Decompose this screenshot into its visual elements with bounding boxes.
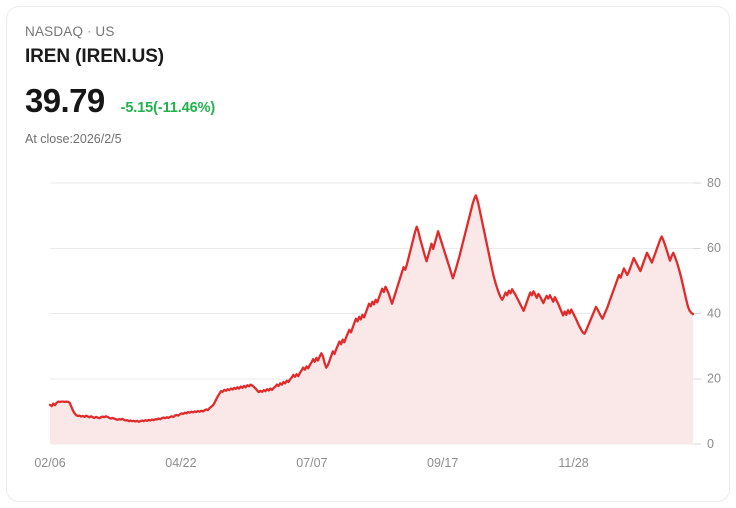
y-axis-tick-label: 0 <box>707 437 714 451</box>
y-axis-tick-label: 40 <box>707 306 721 320</box>
price-row: 39.79 -5.15(-11.46%) <box>25 83 711 119</box>
x-axis-tick-label: 11/28 <box>558 456 588 470</box>
y-axis-tick-label: 80 <box>707 176 721 190</box>
exchange-row: NASDAQ · US <box>25 23 711 41</box>
price-chart-svg[interactable]: 0 20 40 60 80 02/06 04/22 07/07 09/17 11/28 <box>7 167 730 477</box>
x-axis-tick-label: 04/22 <box>165 456 196 470</box>
market-status: At close:2026/2/5 <box>25 132 122 146</box>
x-axis-tick-label: 07/07 <box>296 456 327 470</box>
chart-tickmarks <box>693 182 701 445</box>
region-label: US <box>95 24 115 39</box>
price-line <box>48 194 695 423</box>
y-axis-tick-label: 60 <box>707 241 721 255</box>
x-axis-labels: 02/06 04/22 07/07 09/17 11/28 <box>34 456 588 470</box>
price-area-fill <box>50 195 693 444</box>
x-axis-tick-label: 09/17 <box>427 456 458 470</box>
price-chart[interactable]: 0 20 40 60 80 02/06 04/22 07/07 09/17 11/28 <box>7 167 730 477</box>
stock-quote-card: NASDAQ · US IREN (IREN.US) 39.79 -5.15(-11… <box>6 6 730 502</box>
y-axis-labels: 0 20 40 60 80 <box>707 176 721 451</box>
x-axis-tick-label: 02/06 <box>34 456 65 470</box>
quote-header: NASDAQ · US IREN (IREN.US) 39.79 -5.15(-11… <box>25 23 711 147</box>
exchange-name: NASDAQ <box>25 24 84 39</box>
price-change: -5.15(-11.46%) <box>120 100 216 116</box>
page-title: IREN (IREN.US) <box>25 46 164 67</box>
current-price: 39.79 <box>25 82 105 119</box>
separator-dot: · <box>87 24 92 38</box>
y-axis-tick-label: 20 <box>707 372 721 386</box>
